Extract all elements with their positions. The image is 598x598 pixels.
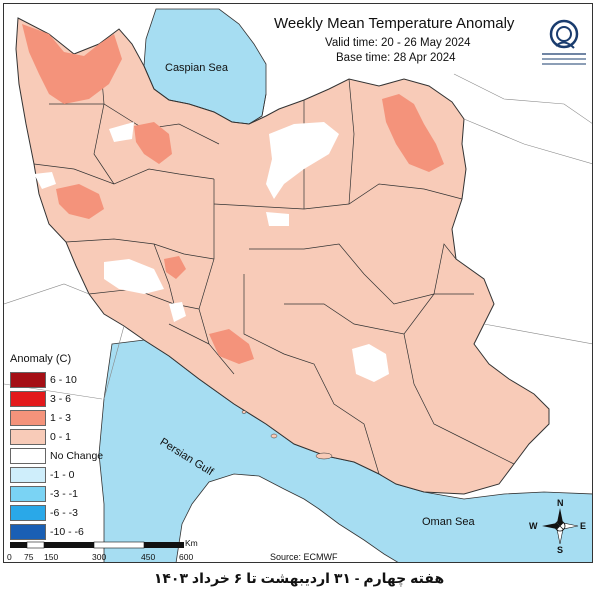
legend-swatch bbox=[10, 372, 46, 388]
scale-bar bbox=[10, 541, 184, 549]
legend-label: -3 - -1 bbox=[50, 488, 79, 500]
source-label: Source: ECMWF bbox=[270, 552, 338, 562]
scale-tick-label: 450 bbox=[141, 552, 156, 562]
legend-label: -1 - 0 bbox=[50, 469, 75, 481]
scale-unit: Km bbox=[185, 538, 198, 548]
base-time: Base time: 28 Apr 2024 bbox=[336, 52, 456, 64]
compass-rose-icon bbox=[542, 508, 579, 545]
valid-time: Valid time: 20 - 26 May 2024 bbox=[325, 37, 471, 49]
legend-label: No Change bbox=[50, 450, 104, 462]
scale-tick-label: 0 bbox=[7, 552, 12, 562]
legend-swatch bbox=[10, 505, 46, 521]
iran-map bbox=[4, 8, 592, 562]
legend-swatch bbox=[10, 524, 46, 540]
legend-label: 3 - 6 bbox=[50, 393, 72, 405]
legend-swatch bbox=[10, 467, 46, 483]
caption: هفته چهارم - ۳۱ اردیبهشت تا ۶ خرداد ۱۴۰۳ bbox=[153, 570, 445, 586]
scale-tick-label: 600 bbox=[179, 552, 194, 562]
compass-s: S bbox=[557, 545, 564, 555]
caspian-sea-label: Caspian Sea bbox=[165, 62, 228, 74]
scale-tick-label: 300 bbox=[92, 552, 107, 562]
legend-swatch bbox=[10, 410, 46, 426]
legend-swatch bbox=[10, 448, 46, 464]
compass-e: E bbox=[580, 521, 587, 531]
scale-tick-label: 75 bbox=[24, 552, 34, 562]
map-title: Weekly Mean Temperature Anomaly bbox=[274, 15, 515, 32]
scale-tick-label: 150 bbox=[44, 552, 59, 562]
map-frame: Weekly Mean Temperature Anomaly Valid ti… bbox=[3, 3, 593, 563]
organization-logo bbox=[542, 19, 586, 65]
legend-swatch bbox=[10, 391, 46, 407]
oman-sea-label: Oman Sea bbox=[422, 516, 475, 528]
compass-w: W bbox=[529, 521, 538, 531]
legend-swatch bbox=[10, 486, 46, 502]
legend-label: 6 - 10 bbox=[50, 374, 77, 386]
legend-swatch bbox=[10, 429, 46, 445]
legend-label: -6 - -3 bbox=[50, 507, 79, 519]
legend-title: Anomaly (C) bbox=[10, 353, 72, 365]
no-change-patches bbox=[34, 122, 389, 382]
legend-label: 1 - 3 bbox=[50, 412, 72, 424]
legend-label: 0 - 1 bbox=[50, 431, 72, 443]
anomaly-1-3-patches bbox=[22, 24, 444, 364]
compass-n: N bbox=[557, 498, 564, 508]
legend-label: -10 - -6 bbox=[50, 526, 84, 538]
